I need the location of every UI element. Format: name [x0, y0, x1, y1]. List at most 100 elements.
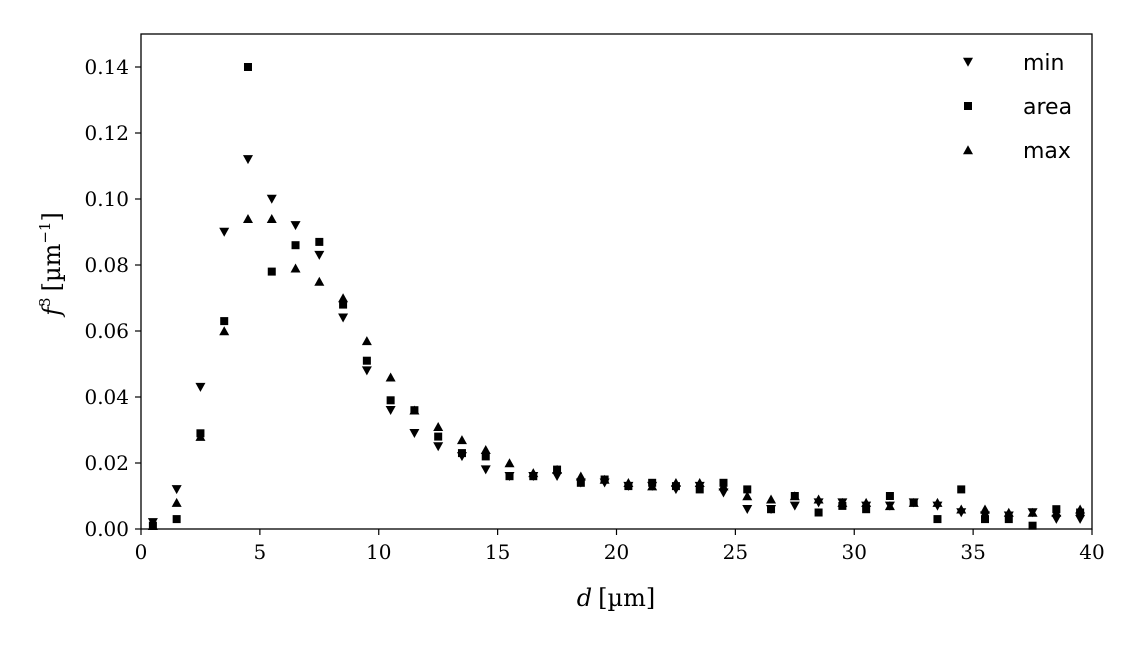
data-marks [147, 63, 1086, 530]
data-point-max [1051, 507, 1062, 517]
data-point-max [789, 491, 800, 501]
legend-marker-min [963, 57, 973, 67]
data-point-max [385, 372, 396, 382]
legend-entry-max: max [963, 139, 1071, 164]
x-tick-label: 20 [604, 540, 629, 564]
y-axis-label: f3[µm−1] [36, 212, 66, 318]
data-point-max [718, 481, 729, 491]
data-point-max [171, 497, 182, 507]
data-point-max [195, 431, 206, 441]
data-point-max [837, 497, 848, 507]
data-point-max [742, 491, 753, 501]
data-point-max [932, 497, 943, 507]
x-axis-label: d [µm] [577, 584, 655, 612]
data-point-max [433, 421, 444, 431]
data-point-area [957, 485, 966, 494]
data-point-min [361, 366, 372, 376]
data-point-min [385, 405, 396, 415]
y-tick-label: 0.04 [84, 385, 129, 409]
data-point-area [695, 485, 704, 494]
series-area [148, 63, 1085, 530]
data-point-area [1028, 521, 1037, 530]
data-point-min [409, 429, 420, 439]
data-point-area [576, 478, 585, 487]
data-point-max [338, 293, 349, 303]
data-point-max [504, 458, 515, 468]
data-point-min [195, 382, 206, 392]
data-point-max [884, 501, 895, 511]
y-tick-label: 0.10 [84, 187, 129, 211]
data-point-max [314, 276, 325, 286]
x-tick-label: 10 [366, 540, 391, 564]
data-point-area [862, 505, 871, 514]
legend-entry-min: min [963, 51, 1065, 76]
data-point-max [1027, 507, 1038, 517]
data-point-area [220, 317, 229, 326]
data-point-area [339, 300, 348, 309]
x-tick-label: 40 [1079, 540, 1104, 564]
data-point-max [290, 263, 301, 273]
data-point-area [315, 237, 324, 246]
y-tick-label: 0.08 [84, 253, 129, 277]
data-point-max [1075, 504, 1086, 514]
y-tick-label: 0.06 [84, 319, 129, 343]
legend-marker-symbol [964, 102, 972, 110]
plot-frame [140, 33, 1093, 530]
data-point-area [362, 356, 371, 365]
data-point-max [219, 326, 230, 336]
data-point-area [291, 241, 300, 250]
x-tick-label: 0 [135, 540, 148, 564]
data-point-min [242, 155, 253, 165]
y-tick-label: 0.14 [84, 55, 129, 79]
data-point-min [789, 501, 800, 511]
data-point-min [1051, 514, 1062, 524]
data-point-min [552, 471, 563, 481]
data-point-area [1004, 515, 1013, 524]
data-point-area [933, 515, 942, 524]
x-tick-label: 30 [842, 540, 867, 564]
data-point-min [1075, 514, 1086, 524]
y-tick-label: 0.00 [84, 517, 129, 541]
y-axis-ticks: 0.00 0.02 0.04 0.06 0.08 0.10 0.12 0.14 [84, 55, 141, 541]
data-point-max [147, 520, 158, 530]
data-point-max [647, 481, 658, 491]
data-point-min [290, 221, 301, 231]
x-tick-label: 25 [723, 540, 748, 564]
data-point-area [172, 515, 181, 524]
data-point-area [243, 63, 252, 71]
data-point-area [981, 515, 990, 524]
y-tick-label: 0.02 [84, 451, 129, 475]
data-point-area [434, 432, 443, 441]
data-point-max [956, 504, 967, 514]
data-point-min [219, 227, 230, 237]
data-point-min [338, 313, 349, 323]
data-point-max [766, 494, 777, 504]
x-tick-label: 35 [960, 540, 985, 564]
data-point-area [481, 452, 490, 461]
data-point-max [813, 494, 824, 504]
data-point-area [814, 508, 823, 517]
legend-label-max: max [1023, 139, 1071, 164]
x-tick-label: 15 [485, 540, 510, 564]
x-axis-ticks: 0 5 10 15 20 25 30 35 40 [135, 529, 1105, 564]
data-point-area [743, 485, 752, 494]
data-point-max [409, 405, 420, 415]
data-point-min [433, 442, 444, 452]
data-point-max [670, 478, 681, 488]
data-point-max [694, 478, 705, 488]
legend-marker-symbol [963, 57, 973, 67]
y-tick-label: 0.12 [84, 121, 129, 145]
data-point-max [575, 471, 586, 481]
data-point-max [980, 504, 991, 514]
legend-label-area: area [1023, 95, 1072, 120]
data-point-min [480, 465, 491, 475]
data-point-max [456, 435, 467, 445]
data-point-max [480, 445, 491, 455]
legend-marker-symbol [963, 145, 973, 155]
data-point-area [457, 449, 466, 458]
data-point-min [718, 488, 729, 498]
data-point-min [171, 485, 182, 495]
data-point-max [623, 478, 634, 488]
data-point-min [742, 504, 753, 514]
data-point-area [885, 492, 894, 500]
